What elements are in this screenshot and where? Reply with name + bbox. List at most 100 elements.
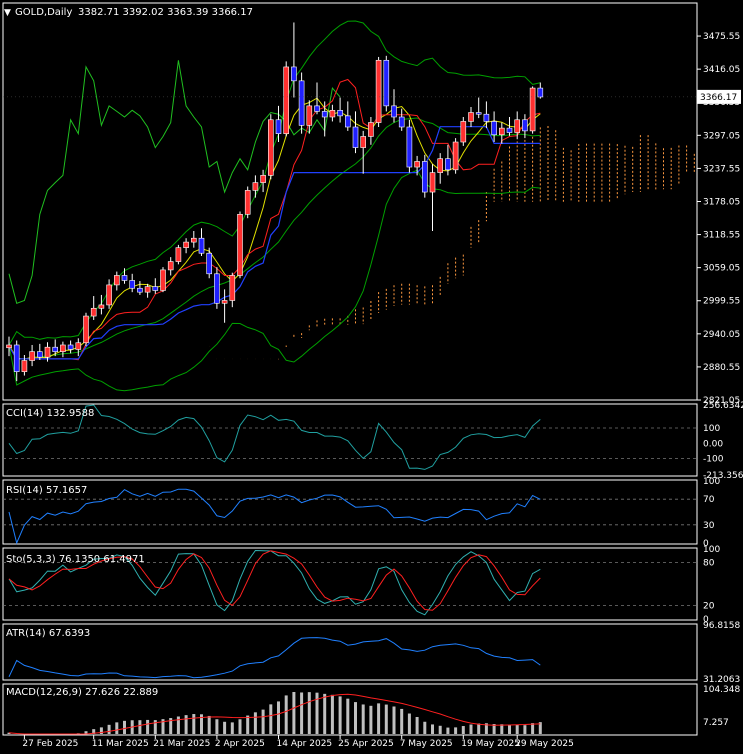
candle-bear [406, 126, 413, 168]
time-axis-label: 25 Apr 2025 [338, 739, 394, 749]
ichimoku-cloud [278, 126, 695, 360]
cci-line [8, 404, 541, 470]
candle-bear [36, 351, 43, 358]
current-price-value: 3366.17 [700, 93, 737, 103]
candle-bear [214, 273, 220, 304]
candle-bear [298, 80, 305, 126]
price-axis-label: 2940.05 [703, 330, 740, 340]
stoch-pane-frame [2, 547, 698, 621]
time-axis-label: 19 May 2025 [461, 739, 520, 749]
macd-axis-label: 7.257 [703, 718, 729, 728]
stochastic-signal-line [8, 550, 541, 611]
candle-bear [137, 287, 143, 293]
atr-axis-label: 31.2063 [703, 675, 740, 685]
candle-bear [506, 127, 513, 133]
time-axis-label: 7 May 2025 [400, 739, 453, 749]
candle-bull [306, 105, 313, 126]
candle-bear [383, 59, 390, 107]
price-axis-label: 3297.05 [703, 131, 740, 141]
candle-bear [391, 105, 397, 118]
candle-bull [329, 110, 336, 118]
time-axis-label: 21 Mar 2025 [153, 739, 210, 749]
candle-bull [44, 346, 51, 358]
candle-bear [67, 344, 74, 350]
candle-bear [445, 158, 451, 171]
rsi-axis-label: 30 [703, 521, 715, 531]
candle-bear [129, 280, 135, 289]
macd-signal-line [8, 693, 541, 735]
price-axis-label: 3416.05 [703, 65, 740, 75]
candle-bull [252, 182, 259, 191]
cci-title: CCI(14) 132.9588 [6, 408, 94, 419]
ichimoku-kijun [8, 126, 541, 360]
macd-title: MACD(12,26,9) 27.626 22.889 [6, 687, 158, 698]
ohlc-readout: 3382.71 3392.02 3363.39 3366.17 [78, 7, 253, 18]
stochastic-title: Sto(5,3,3) 76.1350 61.4971 [6, 554, 145, 565]
price-axis-label: 2999.55 [703, 297, 740, 307]
price-axis-label: 2880.55 [703, 363, 740, 373]
price-axis-label: 3178.05 [703, 197, 740, 207]
macd-pane-frame [2, 683, 698, 736]
stochastic-main-line [8, 549, 541, 616]
candle-bull [368, 122, 374, 137]
candle-bear [537, 87, 544, 98]
cci-axis-label: -100 [703, 455, 724, 465]
candle-bull [498, 127, 505, 136]
candle-bull [75, 342, 82, 350]
price-axis-label: 3475.55 [703, 32, 740, 42]
candle-bear [291, 66, 297, 82]
stochastic-axis-label: 20 [703, 602, 715, 612]
candle-bull [414, 161, 420, 168]
candle-bear [475, 112, 482, 115]
candle-bull [229, 275, 236, 301]
collapse-triangle-icon[interactable]: ▼ [4, 8, 11, 18]
price-axis-label: 2821.05 [703, 396, 740, 406]
candle-bear [491, 121, 497, 136]
candle-bull [106, 284, 112, 306]
candle-bull [360, 136, 367, 148]
price-axis-label: 3118.55 [703, 231, 740, 241]
candle-bull [6, 344, 12, 349]
bollinger-lower [8, 169, 541, 392]
candle-bull [83, 315, 89, 344]
bollinger-upper [8, 20, 541, 346]
rsi-axis-label: 70 [703, 495, 715, 505]
candle-bull [175, 247, 182, 262]
time-axis-label: 11 Mar 2025 [92, 739, 149, 749]
time-axis-label: 2 Apr 2025 [215, 739, 265, 749]
stochastic-axis-label: 80 [703, 558, 715, 568]
candle-bull [267, 119, 274, 176]
main-pane-frame [2, 2, 698, 401]
chart-symbol-label: GOLD,Daily [15, 7, 72, 18]
price-axis-label: 3059.05 [703, 264, 740, 274]
candle-bear [13, 344, 20, 372]
candle-bear [275, 119, 282, 134]
candle-bear [522, 119, 528, 132]
candle-bear [421, 161, 428, 193]
moving-average-line [8, 97, 541, 360]
candle-bull [191, 237, 197, 243]
time-axis-label: 27 Feb 2025 [22, 739, 78, 749]
candle-bull [167, 261, 174, 271]
candle-bull [283, 66, 290, 134]
rsi-axis-label: 0 [703, 539, 709, 549]
time-axis-label: 29 May 2025 [515, 739, 574, 749]
candle-bull [375, 59, 382, 123]
candle-bull [114, 275, 120, 286]
cci-axis-label: -213.3568 [703, 471, 743, 481]
current-price-tag [697, 89, 741, 104]
macd-axis-label: 104.348 [703, 685, 740, 695]
candle-bear [483, 113, 490, 122]
stochastic-axis-label: 100 [703, 545, 720, 555]
time-axis-label: 14 Apr 2025 [277, 739, 333, 749]
rsi-pane-frame [2, 479, 698, 545]
candle-bull [144, 286, 151, 293]
candle-bull [468, 112, 474, 122]
candle-bull [260, 175, 266, 183]
candle-bear [198, 237, 205, 254]
cci-axis-label: 256.6342 [703, 401, 743, 411]
candle-bull [98, 304, 105, 309]
atr-line [8, 637, 541, 679]
